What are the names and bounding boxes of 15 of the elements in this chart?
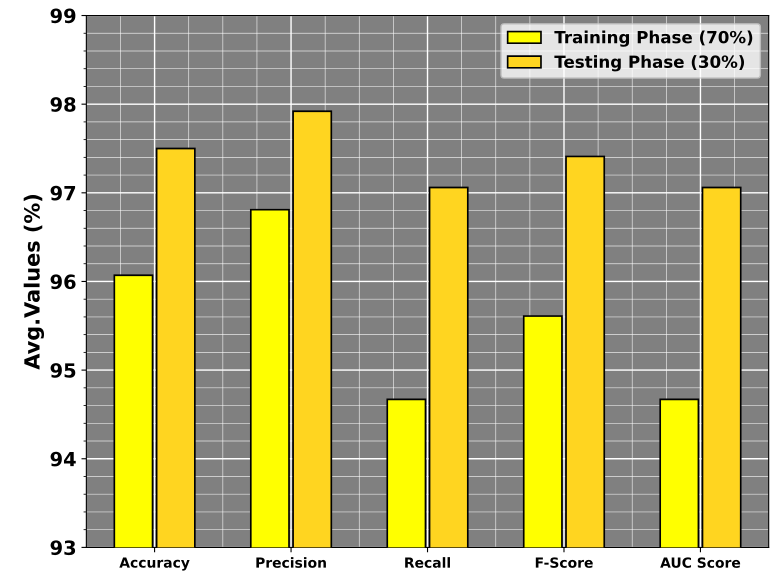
y-tick-label: 95 <box>50 363 76 378</box>
y-axis-title: Avg.Values (%) <box>24 195 44 370</box>
y-tick-label: 96 <box>50 274 76 290</box>
x-tick-label: AUC Score <box>660 557 740 568</box>
x-tick-label: Recall <box>405 557 450 568</box>
x-tick-label: Precision <box>256 557 326 568</box>
x-tick-label: F-Score <box>536 557 593 568</box>
y-tick-label: 94 <box>50 452 76 466</box>
y-tick-label: 97 <box>50 186 76 200</box>
y-tick-label: 99 <box>50 8 76 24</box>
legend-label: Testing Phase (30%) <box>554 55 744 72</box>
x-tick-label: Accuracy <box>119 557 190 571</box>
y-tick-label: 98 <box>50 97 76 112</box>
legend-label: Training Phase (70%) <box>554 30 752 47</box>
y-tick-label: 93 <box>50 540 76 556</box>
